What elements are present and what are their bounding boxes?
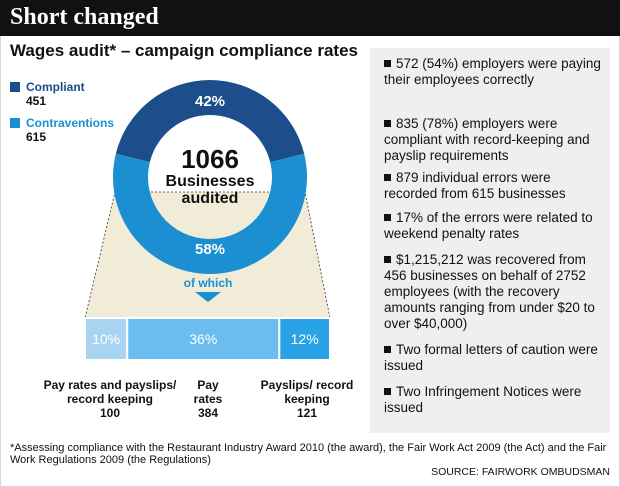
legend-value-contraventions: 615 <box>26 130 47 144</box>
slice-percent-contraventions: 58% <box>195 241 225 258</box>
category-label-line2: record keeping <box>66 392 154 406</box>
breakdown-intro: of which <box>184 276 233 290</box>
donut-center: 1066 Businesses audited <box>150 145 270 207</box>
bar-pay-rates <box>126 317 281 361</box>
fact-text: Two Infringement Notices were issued <box>384 384 582 415</box>
legend-value-compliant: 451 <box>26 94 47 108</box>
category-label-payslips-record-keeping: Payslips/ record keeping 121 <box>252 378 362 420</box>
bullet-icon <box>384 174 391 181</box>
bullet-icon <box>384 214 391 221</box>
legend-swatch-contraventions <box>10 118 20 128</box>
bar-pay-rates-and-payslips <box>84 317 129 361</box>
fact-item: 572 (54%) employers were paying their em… <box>384 56 604 88</box>
fact-item: $1,215,212 was recovered from 456 busine… <box>384 252 604 332</box>
bullet-icon <box>384 60 391 67</box>
fact-text: 572 (54%) employers were paying their em… <box>384 56 601 87</box>
fact-item: 835 (78%) employers were compliant with … <box>384 116 604 164</box>
total-businesses: 1066 <box>181 144 239 174</box>
legend-swatch-compliant <box>10 82 20 92</box>
fact-item: Two Infringement Notices were issued <box>384 384 604 416</box>
bar-payslips-record-keeping-label: 12% <box>291 331 319 347</box>
bullet-icon <box>384 256 391 263</box>
category-value: 100 <box>99 406 121 420</box>
fact-item: 17% of the errors were related to weeken… <box>384 210 604 242</box>
breakdown-arrow <box>195 292 221 302</box>
fact-item: 879 individual errors were recorded from… <box>384 170 604 202</box>
bar-payslips-record-keeping <box>278 317 331 361</box>
title-bar: Short changed <box>0 0 620 36</box>
category-value: 121 <box>296 406 318 420</box>
category-value: 384 <box>197 406 219 420</box>
bullet-icon <box>384 120 391 127</box>
page-title: Short changed <box>10 4 159 30</box>
facts-panel: 572 (54%) employers were paying their em… <box>370 48 610 433</box>
bar-pay-rates-label: 36% <box>189 331 217 347</box>
chart-title: Wages audit* – campaign compliance rates <box>10 41 358 60</box>
category-label-line2: rates <box>193 392 223 406</box>
total-label-line1: Businesses <box>165 173 255 190</box>
category-label-pay-rates: Pay rates 384 <box>178 378 238 420</box>
fact-text: $1,215,212 was recovered from 456 busine… <box>384 252 595 331</box>
category-label-line2: keeping <box>284 392 330 406</box>
category-label-pay-rates-and-payslips: Pay rates and payslips/ record keeping 1… <box>30 378 190 420</box>
bullet-icon <box>384 388 391 395</box>
footnote: *Assessing compliance with the Restauran… <box>10 442 607 466</box>
bar-pay-rates-and-payslips-label: 10% <box>92 331 120 347</box>
legend-label-contraventions: Contraventions <box>26 116 115 130</box>
category-label-line1: Payslips/ record <box>260 378 354 392</box>
fact-text: 879 individual errors were recorded from… <box>384 170 566 201</box>
donut-chart: 42% 58% of which 10% 36% 12% <box>84 79 331 361</box>
legend-label-compliant: Compliant <box>26 80 85 94</box>
fact-text: 835 (78%) employers were compliant with … <box>384 116 590 163</box>
category-label-line1: Pay rates and payslips/ <box>43 378 177 392</box>
slice-compliant <box>115 79 305 163</box>
category-label-line1: Pay <box>197 378 219 392</box>
fact-item: Two formal letters of caution were issue… <box>384 342 604 374</box>
slice-percent-compliant: 42% <box>195 93 225 110</box>
slice-contraventions <box>112 153 308 274</box>
total-label-line2: audited <box>181 190 239 207</box>
fact-text: Two formal letters of caution were issue… <box>384 342 598 373</box>
source-credit: SOURCE: FAIRWORK OMBUDSMAN <box>431 466 610 478</box>
fact-text: 17% of the errors were related to weeken… <box>384 210 593 241</box>
bullet-icon <box>384 346 391 353</box>
